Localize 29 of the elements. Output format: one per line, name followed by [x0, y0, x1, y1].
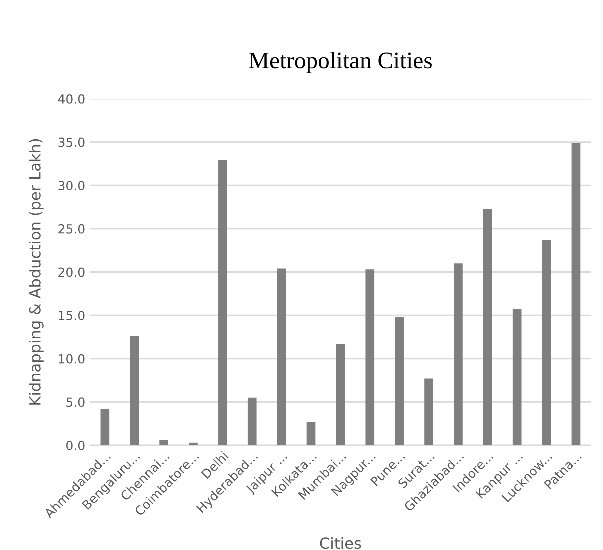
y-tick-label: 35.0	[58, 138, 85, 148]
y-tick-label: 15.0	[59, 311, 85, 320]
bar	[572, 143, 581, 446]
chart-title: Metropolitan Cities	[249, 52, 432, 74]
bar	[277, 268, 286, 446]
bar	[100, 409, 110, 446]
x-axis-title: Cities	[320, 537, 362, 550]
bar	[189, 442, 198, 446]
bar	[248, 398, 257, 446]
bar	[454, 264, 463, 446]
y-tick-label: 5.0	[66, 398, 85, 408]
bar	[542, 240, 552, 446]
bar	[130, 336, 140, 446]
bar	[483, 209, 492, 446]
y-tick-label: 20.0	[58, 268, 85, 278]
y-tick-label: 40.0	[58, 94, 85, 104]
bar	[366, 270, 375, 446]
y-axis-title: Kidnapping & Abduction (per Lakh)	[29, 139, 44, 405]
y-tick-label: 30.0	[58, 181, 85, 191]
bar	[218, 160, 228, 446]
bar	[160, 440, 168, 446]
y-tick-label: 25.0	[58, 224, 85, 234]
bar	[395, 317, 404, 446]
bar	[424, 378, 434, 446]
bar	[336, 344, 346, 446]
bar	[512, 310, 522, 446]
y-tick-label: 10.0	[59, 354, 85, 364]
bar	[306, 422, 316, 446]
y-tick-label: 0.0	[66, 440, 85, 450]
